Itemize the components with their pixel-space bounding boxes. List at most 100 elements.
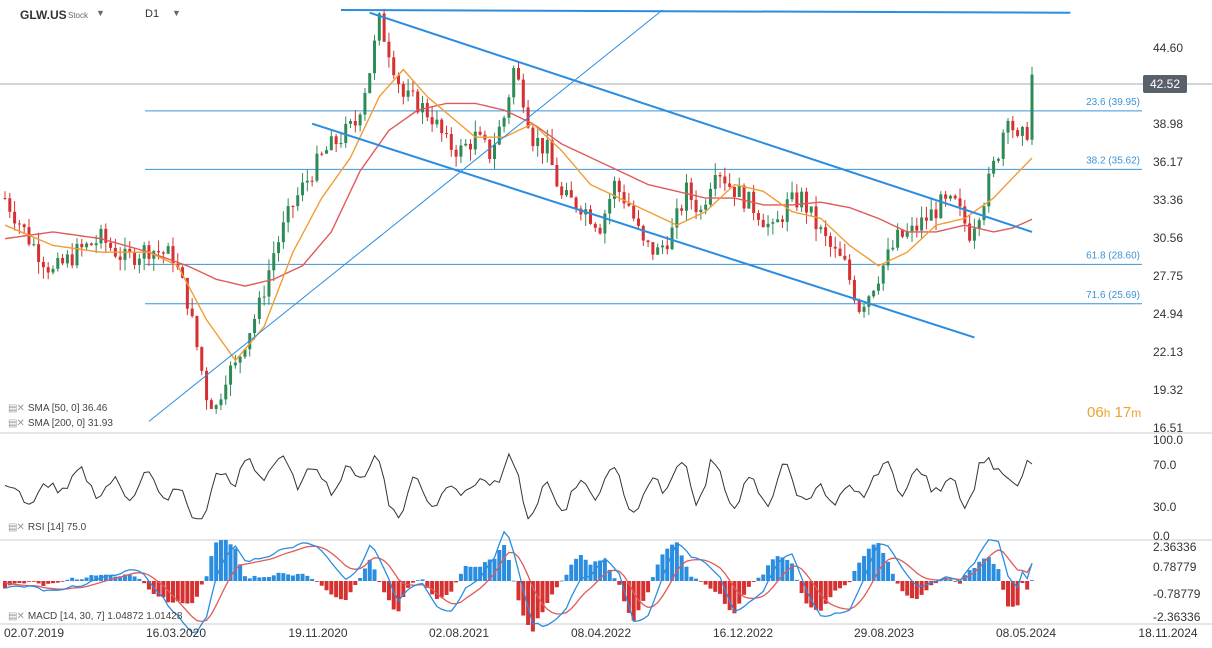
candle-body: [200, 347, 204, 371]
time-tick-label: 18.11.2024: [1138, 626, 1197, 640]
candle-body: [421, 103, 425, 113]
candle-body: [540, 138, 544, 154]
candle-body: [718, 175, 722, 177]
macd-histogram-bar: [175, 581, 180, 602]
indicator-rsi[interactable]: ▤✕ RSI [14] 75.0: [8, 522, 86, 533]
candle-body: [982, 206, 986, 221]
macd-histogram-bar: [814, 581, 819, 610]
macd-histogram-bar: [502, 545, 507, 581]
candle-body: [435, 119, 439, 125]
candle-body: [243, 349, 247, 357]
macd-histogram-bar: [223, 539, 228, 581]
macd-histogram-bar: [94, 575, 99, 581]
candle-body: [181, 267, 185, 278]
candle-body: [670, 227, 674, 250]
candle-body: [339, 142, 343, 145]
macd-histogram-bar: [914, 581, 919, 599]
time-tick-label: 08.04.2022: [571, 626, 631, 640]
candle-body: [104, 228, 108, 243]
candle-body: [953, 195, 957, 199]
trend-line-channel-upper: [369, 11, 1033, 233]
macd-histogram-bar: [22, 581, 27, 584]
indicator-settings-icon[interactable]: ▤✕: [8, 403, 25, 414]
candle-body: [315, 153, 319, 181]
symbol-label[interactable]: GLW.US: [20, 8, 67, 22]
timeframe-dropdown-icon[interactable]: ▼: [172, 8, 181, 18]
candle-body: [857, 300, 861, 312]
macd-histogram-bar: [156, 581, 161, 597]
macd-histogram-bar: [55, 581, 60, 583]
candle-body: [636, 218, 640, 226]
macd-tick-label: 0.78779: [1153, 560, 1197, 574]
indicator-sma50[interactable]: ▤✕ SMA [50, 0] 36.46: [8, 403, 107, 414]
candle-body: [80, 243, 84, 248]
macd-histogram-bar: [334, 581, 339, 598]
candle-body: [296, 195, 300, 207]
candle-body: [622, 192, 626, 204]
macd-histogram-bar: [319, 581, 324, 586]
candle-body: [579, 208, 583, 215]
trend-lines: [148, 9, 1071, 422]
candle-body: [517, 68, 520, 80]
candle-body: [1001, 132, 1005, 159]
candle-body: [656, 247, 660, 255]
price-tick-label: 24.94: [1153, 307, 1183, 321]
macd-histogram-bar: [530, 581, 535, 632]
candle-body: [464, 143, 468, 146]
candle-body: [843, 255, 847, 260]
time-tick-label: 29.08.2023: [854, 626, 914, 640]
candle-body: [852, 279, 856, 301]
macd-histogram-bar: [204, 576, 209, 581]
rsi-tick-label: 70.0: [1153, 458, 1177, 472]
time-tick-label: 02.07.2019: [4, 626, 64, 640]
macd-histogram-bar: [329, 581, 334, 595]
candle-body: [881, 265, 885, 284]
timeframe-label[interactable]: D1: [145, 8, 160, 20]
candle-body: [910, 225, 914, 232]
candle-body: [684, 182, 688, 211]
candle-body: [497, 126, 501, 145]
macd-histogram-bar: [410, 581, 415, 583]
macd-histogram-bar: [751, 581, 756, 582]
candle-body: [262, 296, 266, 298]
candle-body: [665, 245, 669, 250]
candle-body: [651, 242, 655, 255]
macd-tick-label: -0.78779: [1153, 587, 1201, 601]
macd-histogram-bar: [382, 581, 387, 593]
macd-histogram-bar: [694, 578, 699, 581]
time-tick-label: 02.08.2021: [429, 626, 489, 640]
macd-histogram-bar: [185, 581, 190, 604]
macd-histogram-bar: [761, 574, 766, 581]
macd-histogram-bar: [142, 581, 147, 584]
candle-body: [41, 261, 45, 268]
indicator-settings-icon[interactable]: ▤✕: [8, 418, 25, 429]
macd-histogram-bar: [775, 556, 780, 581]
symbol-dropdown-icon[interactable]: ▼: [96, 8, 105, 18]
macd-histogram-bar: [718, 581, 723, 594]
macd-histogram-bar: [473, 566, 478, 581]
candle-body: [795, 192, 799, 208]
indicator-macd[interactable]: ▤✕ MACD [14, 30, 7] 1.04872 1.01428: [8, 611, 182, 622]
macd-histogram-bar: [655, 564, 660, 581]
macd-histogram-bar: [982, 558, 987, 581]
indicator-settings-icon[interactable]: ▤✕: [8, 522, 25, 533]
candle-body: [977, 220, 981, 229]
indicator-sma200[interactable]: ▤✕ SMA [200, 0] 31.93: [8, 418, 113, 429]
candle-body: [742, 185, 746, 209]
macd-histogram-bar: [214, 542, 219, 581]
macd-histogram-bar: [420, 579, 425, 581]
candle-body: [915, 225, 919, 231]
candle-body: [555, 165, 559, 187]
macd-histogram-bar: [286, 574, 291, 581]
candle-body: [1016, 130, 1020, 136]
macd-histogram-bar: [444, 581, 449, 595]
indicator-settings-icon[interactable]: ▤✕: [8, 611, 25, 622]
macd-histogram-bar: [367, 559, 372, 581]
candle-body: [569, 190, 573, 198]
candle-body: [958, 198, 962, 207]
macd-histogram-bar: [137, 578, 142, 581]
macd-histogram-bar: [103, 574, 108, 581]
candle-body: [195, 316, 199, 348]
candle-body: [872, 290, 876, 297]
